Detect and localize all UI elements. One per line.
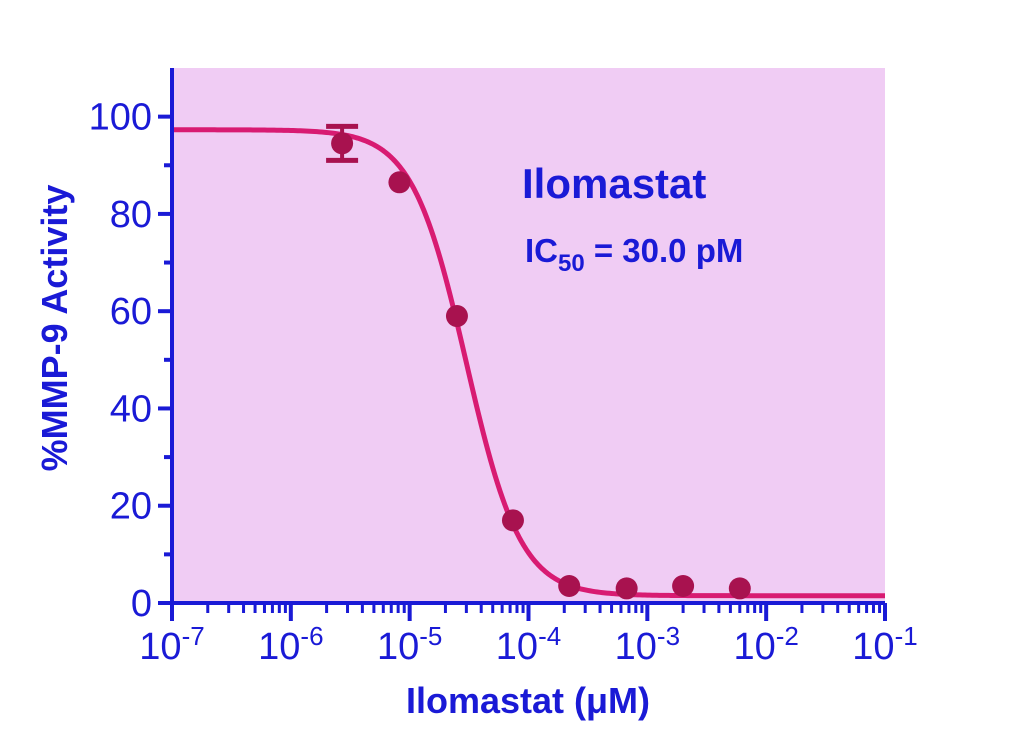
- ic50-subscript: 50: [558, 250, 585, 277]
- ic50-main: IC: [525, 232, 558, 269]
- tick-labels-layer: 0 20 40 60 80 100 10-7 10-6 10-5 10-4 10-3 10-2 10-1: [89, 97, 918, 668]
- ic50-value: = 30.0 pM: [585, 232, 744, 269]
- y-axis-title: %MMP-9 Activity: [34, 185, 75, 472]
- y-tick-label: 20: [110, 486, 152, 528]
- ic50-annotation: IC50 = 30.0 pM: [525, 232, 743, 277]
- data-point: [672, 574, 695, 597]
- data-point: [501, 509, 524, 532]
- axes-layer: [158, 68, 887, 621]
- y-tick-label: 0: [131, 583, 152, 625]
- data-point: [445, 305, 468, 328]
- data-point: [331, 132, 354, 155]
- fit-curve-layer: [171, 127, 886, 599]
- x-axis-title: Ilomastat (μM): [406, 680, 650, 721]
- fit-curve: [171, 127, 886, 599]
- data-point: [728, 577, 751, 600]
- plot-background: [172, 68, 885, 603]
- y-tick-label: 60: [110, 291, 152, 333]
- y-tick-label: 100: [89, 97, 152, 139]
- data-point: [558, 574, 581, 597]
- x-tick-label: 10-2: [733, 621, 798, 668]
- compound-annotation: Ilomastat: [522, 160, 706, 207]
- data-point: [615, 577, 638, 600]
- data-points-layer: [326, 123, 751, 600]
- data-point: [388, 171, 411, 194]
- x-tick-label: 10-7: [139, 621, 204, 668]
- x-tick-label: 10-4: [496, 621, 561, 668]
- x-tick-label: 10-6: [258, 621, 323, 668]
- y-tick-label: 80: [110, 194, 152, 236]
- x-tick-label: 10-1: [852, 621, 917, 668]
- x-tick-label: 10-5: [377, 621, 442, 668]
- x-tick-label: 10-3: [615, 621, 680, 668]
- y-tick-label: 40: [110, 388, 152, 430]
